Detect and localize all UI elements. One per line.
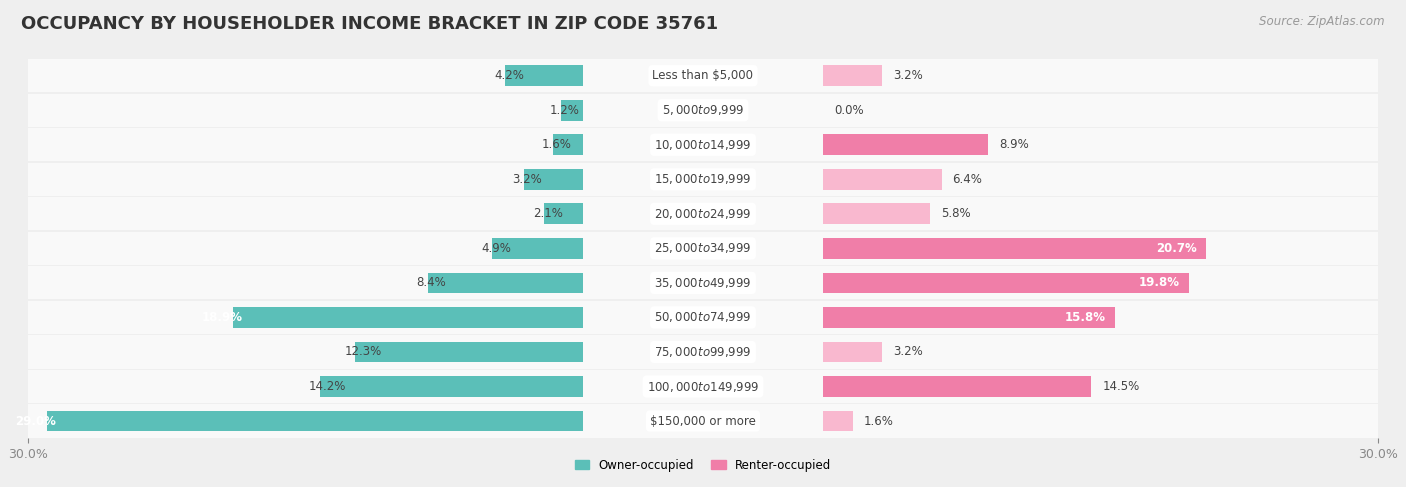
- Text: $50,000 to $74,999: $50,000 to $74,999: [654, 310, 752, 324]
- Text: 1.6%: 1.6%: [863, 414, 894, 428]
- Bar: [28, 232, 583, 265]
- Bar: [28, 94, 583, 127]
- Text: 2.1%: 2.1%: [533, 207, 562, 220]
- Text: 4.9%: 4.9%: [481, 242, 510, 255]
- Bar: [583, 163, 823, 196]
- Bar: [823, 405, 1378, 438]
- Text: 15.8%: 15.8%: [1066, 311, 1107, 324]
- Bar: [28, 197, 583, 230]
- Text: $15,000 to $19,999: $15,000 to $19,999: [654, 172, 752, 187]
- Text: 12.3%: 12.3%: [344, 345, 381, 358]
- Text: 1.6%: 1.6%: [543, 138, 572, 151]
- Text: $5,000 to $9,999: $5,000 to $9,999: [662, 103, 744, 117]
- Text: 0.0%: 0.0%: [834, 104, 863, 117]
- Bar: [823, 376, 1091, 397]
- Text: 3.2%: 3.2%: [893, 345, 924, 358]
- Bar: [356, 341, 583, 362]
- Text: 14.2%: 14.2%: [309, 380, 346, 393]
- Bar: [823, 307, 1115, 328]
- Bar: [823, 411, 853, 431]
- Bar: [28, 59, 583, 92]
- Bar: [28, 266, 583, 300]
- Text: 18.9%: 18.9%: [201, 311, 243, 324]
- Bar: [823, 341, 883, 362]
- Text: 6.4%: 6.4%: [953, 173, 983, 186]
- Bar: [28, 128, 583, 161]
- Bar: [823, 169, 942, 189]
- Text: Source: ZipAtlas.com: Source: ZipAtlas.com: [1260, 15, 1385, 28]
- Bar: [823, 128, 1378, 161]
- Bar: [823, 238, 1206, 259]
- Bar: [492, 238, 583, 259]
- Bar: [46, 411, 583, 431]
- Bar: [583, 405, 823, 438]
- Bar: [823, 301, 1378, 334]
- Text: $20,000 to $24,999: $20,000 to $24,999: [654, 207, 752, 221]
- Legend: Owner-occupied, Renter-occupied: Owner-occupied, Renter-occupied: [569, 454, 837, 476]
- Bar: [505, 65, 583, 86]
- Text: $35,000 to $49,999: $35,000 to $49,999: [654, 276, 752, 290]
- Bar: [823, 336, 1378, 369]
- Bar: [823, 59, 1378, 92]
- Bar: [427, 273, 583, 293]
- Text: 14.5%: 14.5%: [1102, 380, 1140, 393]
- Bar: [583, 370, 823, 403]
- Bar: [823, 163, 1378, 196]
- Bar: [583, 94, 823, 127]
- Bar: [823, 134, 988, 155]
- Text: 20.7%: 20.7%: [1156, 242, 1197, 255]
- Text: 1.2%: 1.2%: [550, 104, 579, 117]
- Bar: [561, 100, 583, 121]
- Text: Less than $5,000: Less than $5,000: [652, 69, 754, 82]
- Bar: [583, 336, 823, 369]
- Text: 8.4%: 8.4%: [416, 277, 446, 289]
- Bar: [28, 336, 583, 369]
- Bar: [583, 266, 823, 300]
- Bar: [583, 59, 823, 92]
- Bar: [823, 370, 1378, 403]
- Bar: [583, 197, 823, 230]
- Bar: [553, 134, 583, 155]
- Bar: [28, 405, 583, 438]
- Text: $75,000 to $99,999: $75,000 to $99,999: [654, 345, 752, 359]
- Bar: [823, 94, 1378, 127]
- Bar: [583, 232, 823, 265]
- Bar: [823, 197, 1378, 230]
- Text: 3.2%: 3.2%: [513, 173, 543, 186]
- Bar: [823, 204, 931, 224]
- Bar: [583, 128, 823, 161]
- Bar: [583, 301, 823, 334]
- Bar: [823, 273, 1189, 293]
- Bar: [823, 266, 1378, 300]
- Text: 29.0%: 29.0%: [15, 414, 56, 428]
- Text: 3.2%: 3.2%: [893, 69, 924, 82]
- Text: 19.8%: 19.8%: [1139, 277, 1180, 289]
- Text: 5.8%: 5.8%: [942, 207, 972, 220]
- Text: $10,000 to $14,999: $10,000 to $14,999: [654, 138, 752, 152]
- Bar: [28, 163, 583, 196]
- Text: $25,000 to $34,999: $25,000 to $34,999: [654, 242, 752, 255]
- Text: $150,000 or more: $150,000 or more: [650, 414, 756, 428]
- Bar: [544, 204, 583, 224]
- Bar: [28, 301, 583, 334]
- Bar: [523, 169, 583, 189]
- Text: OCCUPANCY BY HOUSEHOLDER INCOME BRACKET IN ZIP CODE 35761: OCCUPANCY BY HOUSEHOLDER INCOME BRACKET …: [21, 15, 718, 33]
- Text: $100,000 to $149,999: $100,000 to $149,999: [647, 379, 759, 393]
- Bar: [823, 232, 1378, 265]
- Bar: [28, 370, 583, 403]
- Text: 8.9%: 8.9%: [998, 138, 1029, 151]
- Bar: [321, 376, 583, 397]
- Text: 4.2%: 4.2%: [494, 69, 524, 82]
- Bar: [233, 307, 583, 328]
- Bar: [823, 65, 883, 86]
